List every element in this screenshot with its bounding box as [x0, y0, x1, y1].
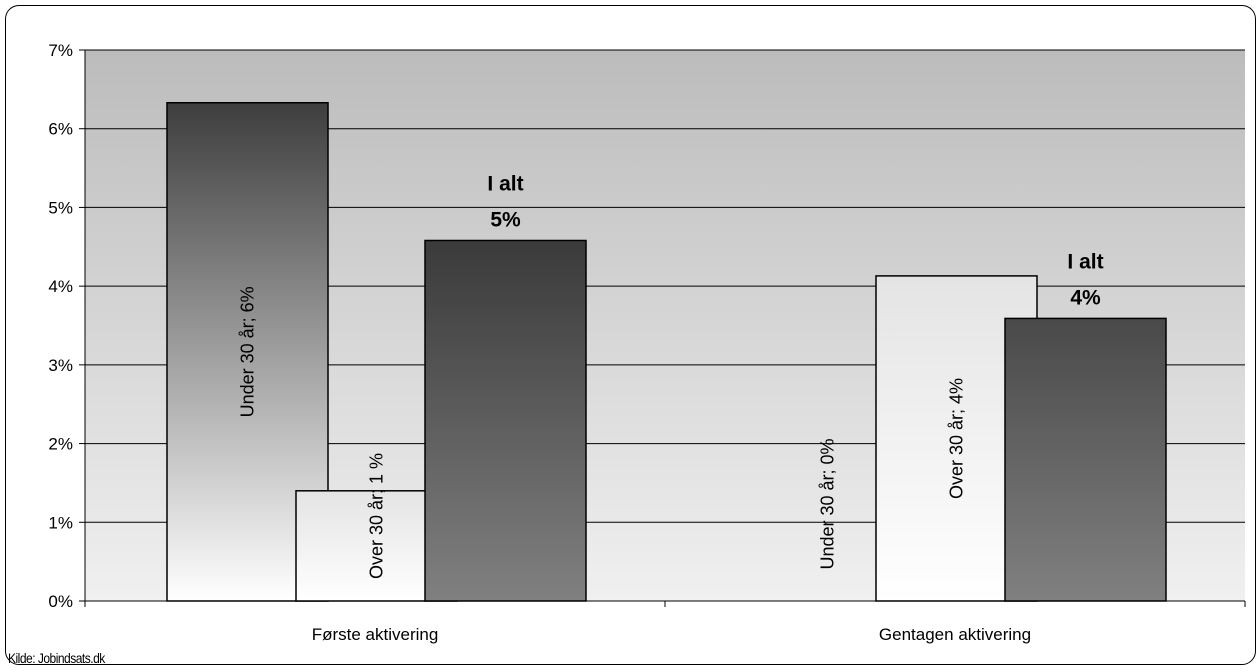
y-tick-label: 0%	[48, 592, 73, 611]
bar-data-label: Under 30 år; 0%	[818, 438, 838, 569]
y-tick-label: 2%	[48, 435, 73, 454]
data-labels: Under 30 år; 6% Over 30 år; 1 % I alt 5% Und…	[238, 172, 1104, 579]
y-tick-label: 5%	[48, 198, 73, 217]
x-category-label: Første aktivering	[312, 625, 439, 644]
total-label: I alt 4%	[1067, 250, 1103, 309]
bars	[166, 101, 1167, 602]
y-tick-label: 1%	[48, 513, 73, 532]
y-tick-label: 6%	[48, 120, 73, 139]
bar-series-2-repeat	[1004, 317, 1167, 602]
bar-data-label: Under 30 år; 6%	[238, 286, 258, 417]
y-tick-label: 3%	[48, 356, 73, 375]
bar-series-2-first	[424, 239, 587, 602]
source-note: Kilde: Jobindsats.dk	[8, 650, 105, 666]
total-label: I alt 5%	[487, 172, 523, 231]
y-tick-label: 4%	[48, 277, 73, 296]
bar-data-label: Over 30 år; 4%	[947, 378, 967, 499]
y-tick-label: 7%	[48, 41, 73, 60]
bar-data-label: Over 30 år; 1 %	[367, 453, 387, 579]
axes: 0% 1% 2% 3% 4% 5% 6% 7% Første aktivering Gentage…	[48, 41, 1246, 644]
x-category-label: Gentagen aktivering	[879, 625, 1031, 644]
